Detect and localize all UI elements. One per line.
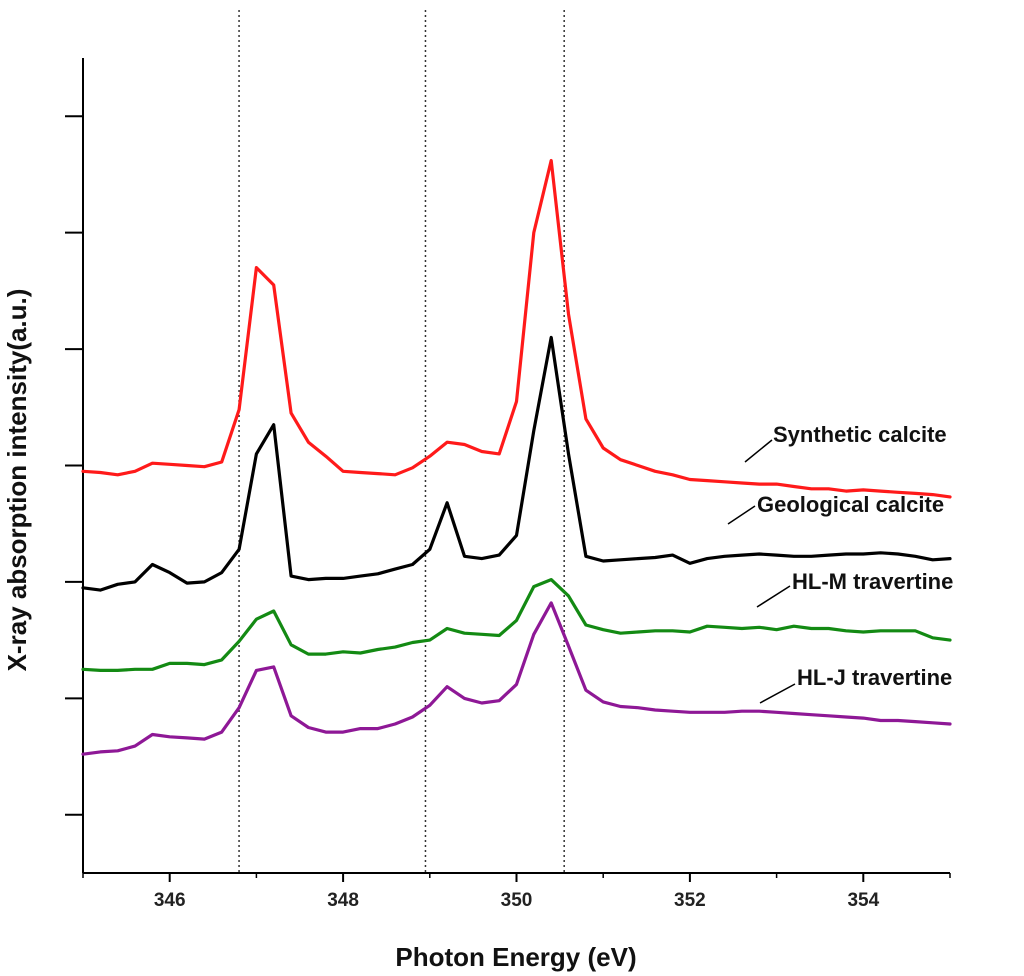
series-line-hl-j-travertine [81, 601, 952, 756]
leader-line-geological [727, 505, 756, 525]
x-tick-label-346: 346 [154, 890, 186, 911]
series-label-synthetic-calcite: Synthetic calcite [773, 422, 947, 447]
series-labels: Synthetic calcite Geological calcite HL-… [727, 422, 953, 704]
y-axis-title: X-ray absorption intensity(a.u.) [2, 289, 32, 672]
x-ticks: 346 348 350 352 354 [82, 873, 951, 911]
leader-line-hlj [759, 683, 796, 704]
series-label-hl-m-travertine: HL-M travertine [792, 569, 953, 594]
series-lines [81, 158, 952, 756]
series-label-geological-calcite: Geological calcite [757, 492, 944, 517]
leader-line-hlm [756, 585, 791, 608]
reference-lines [238, 10, 565, 873]
series-line-synthetic-calcite [81, 158, 952, 499]
x-tick-label-350: 350 [501, 890, 533, 911]
leader-line-synthetic [744, 439, 773, 463]
x-tick-label-348: 348 [327, 890, 359, 911]
x-tick-label-352: 352 [674, 890, 706, 911]
x-tick-label-354: 354 [847, 890, 879, 911]
y-ticks [65, 115, 83, 816]
series-line-hl-m-travertine [81, 577, 952, 673]
series-line-geological-calcite [81, 335, 952, 592]
series-label-hl-j-travertine: HL-J travertine [797, 665, 952, 690]
x-axis-title: Photon Energy (eV) [395, 942, 636, 972]
